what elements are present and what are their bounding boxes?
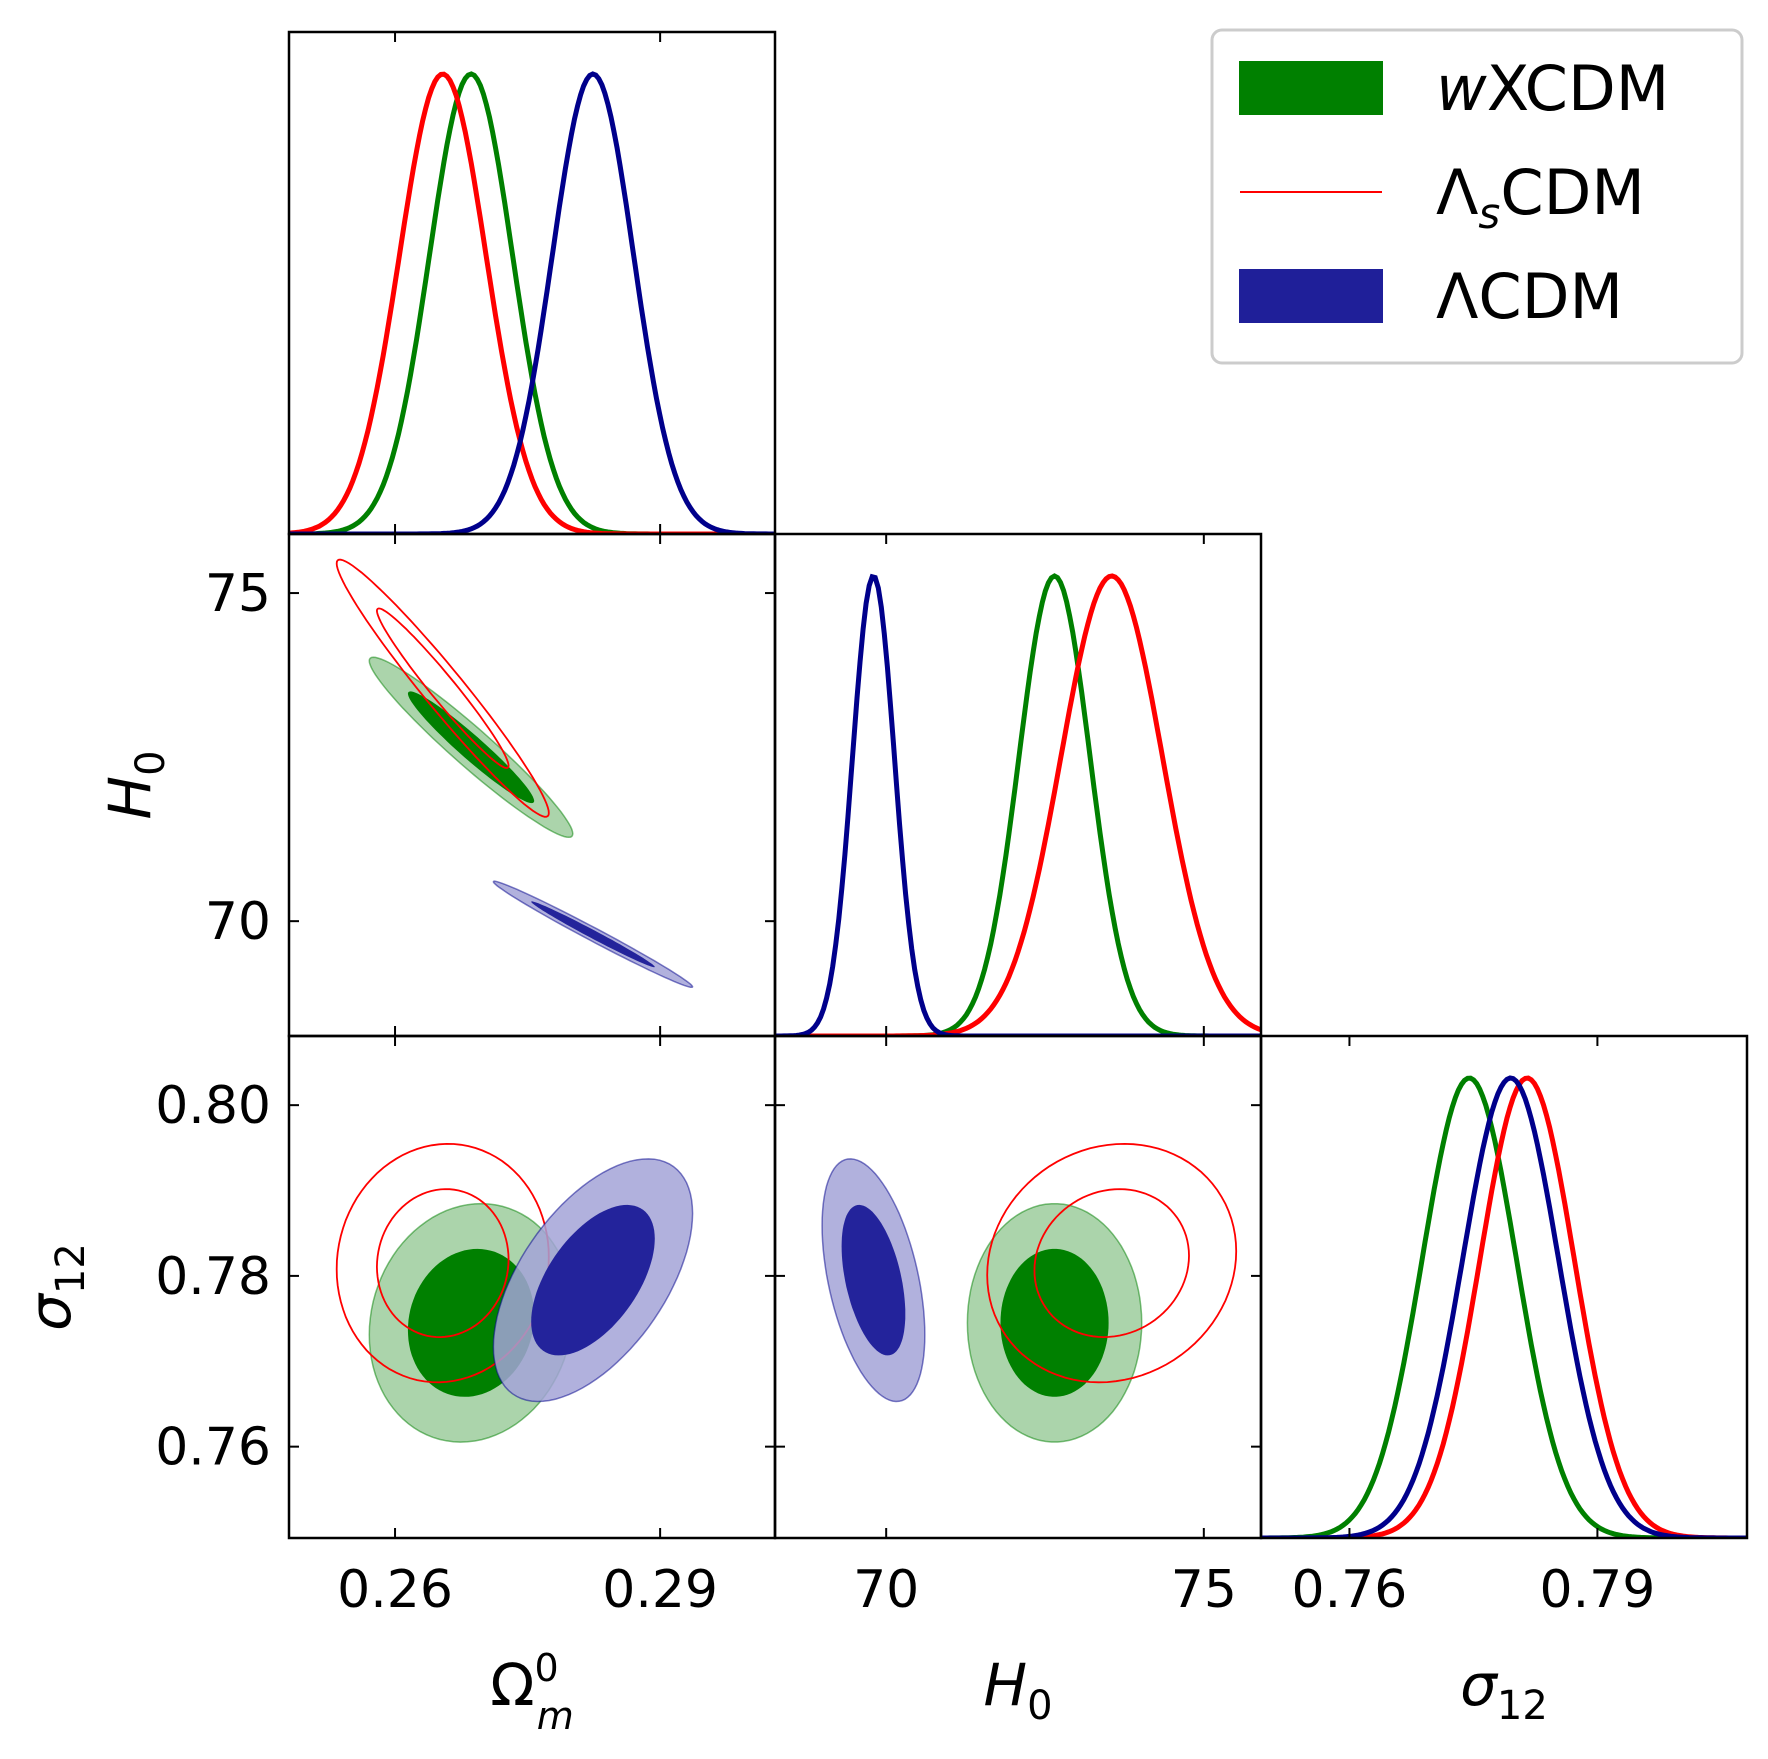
y-tick-label: 75 xyxy=(205,564,271,624)
marginal-Om-ΛsCDM xyxy=(289,71,775,534)
marginal-H0-ΛsCDM xyxy=(775,573,1261,1036)
contour-68-ΛCDM xyxy=(841,1204,906,1356)
panel-Om-Om xyxy=(287,30,777,536)
y-tick-label: 0.76 xyxy=(155,1418,271,1478)
legend-swatch xyxy=(1239,61,1383,115)
tick-labels: 0.26 0.29 70 75 0.76 0.79 70 75 0.76 0.78 0.80 xyxy=(155,564,1655,1620)
y-axis-label-s12: σ12 xyxy=(16,1243,94,1331)
x-tick-label: 0.76 xyxy=(1292,1560,1408,1620)
legend-entry-1: ΛsCDM xyxy=(1240,156,1645,238)
marginal-s12-wXCDM xyxy=(1261,1075,1747,1538)
legend-entry-2: ΛCDM xyxy=(1239,260,1623,333)
legend-swatch xyxy=(1239,269,1383,323)
x-tick-label: 70 xyxy=(853,1560,919,1620)
legend-label: wXCDM xyxy=(1436,52,1669,125)
contour-68-ΛsCDM xyxy=(1033,1188,1190,1339)
panel-s12-s12 xyxy=(1259,1034,1749,1540)
marginal-s12-ΛCDM xyxy=(1261,1075,1747,1538)
panel-H0-s12 xyxy=(773,1034,1263,1540)
contour-68-ΛCDM xyxy=(531,1204,655,1356)
legend: wXCDM ΛsCDM ΛCDM xyxy=(1210,28,1744,365)
contour-68-ΛsCDM xyxy=(375,1188,510,1339)
contour-95-ΛsCDM xyxy=(986,1142,1238,1384)
x-axis-label-Om: Ω0 m xyxy=(490,1646,574,1738)
marginal-H0-ΛCDM xyxy=(775,573,1261,1036)
panels xyxy=(287,30,1749,1540)
contour-95-ΛsCDM xyxy=(335,558,550,818)
y-tick-label: 0.78 xyxy=(155,1247,271,1307)
panel-frame xyxy=(1259,1034,1749,1540)
y-axis-label-H0: H0 xyxy=(96,750,174,819)
legend-label: ΛsCDM xyxy=(1436,156,1645,238)
y-tick-label: 0.80 xyxy=(155,1076,271,1136)
x-tick-label: 75 xyxy=(1171,1560,1237,1620)
y-tick-label: 70 xyxy=(205,892,271,952)
panel-Om-H0 xyxy=(287,532,777,1038)
marginal-Om-wXCDM xyxy=(289,71,775,534)
contour-68-ΛsCDM xyxy=(375,607,510,769)
x-tick-label: 0.26 xyxy=(337,1560,453,1620)
axis-labels: Ω0 m H0 σ12 H0 σ12 xyxy=(16,750,1548,1738)
contour-68-wXCDM xyxy=(407,691,535,804)
x-tick-label: 0.79 xyxy=(1540,1560,1656,1620)
x-axis-label-H0: H0 xyxy=(983,1651,1052,1729)
panel-Om-s12 xyxy=(287,1034,777,1540)
legend-entry-0: wXCDM xyxy=(1239,52,1669,125)
panel-H0-H0 xyxy=(773,532,1263,1038)
contour-68-ΛCDM xyxy=(531,901,655,968)
marginal-Om-ΛCDM xyxy=(289,71,775,534)
legend-label: ΛCDM xyxy=(1436,260,1623,333)
marginal-s12-ΛsCDM xyxy=(1261,1075,1747,1538)
contour-68-wXCDM xyxy=(1000,1248,1109,1397)
x-axis-label-s12: σ12 xyxy=(1460,1651,1548,1729)
x-tick-label: 0.29 xyxy=(602,1560,718,1620)
